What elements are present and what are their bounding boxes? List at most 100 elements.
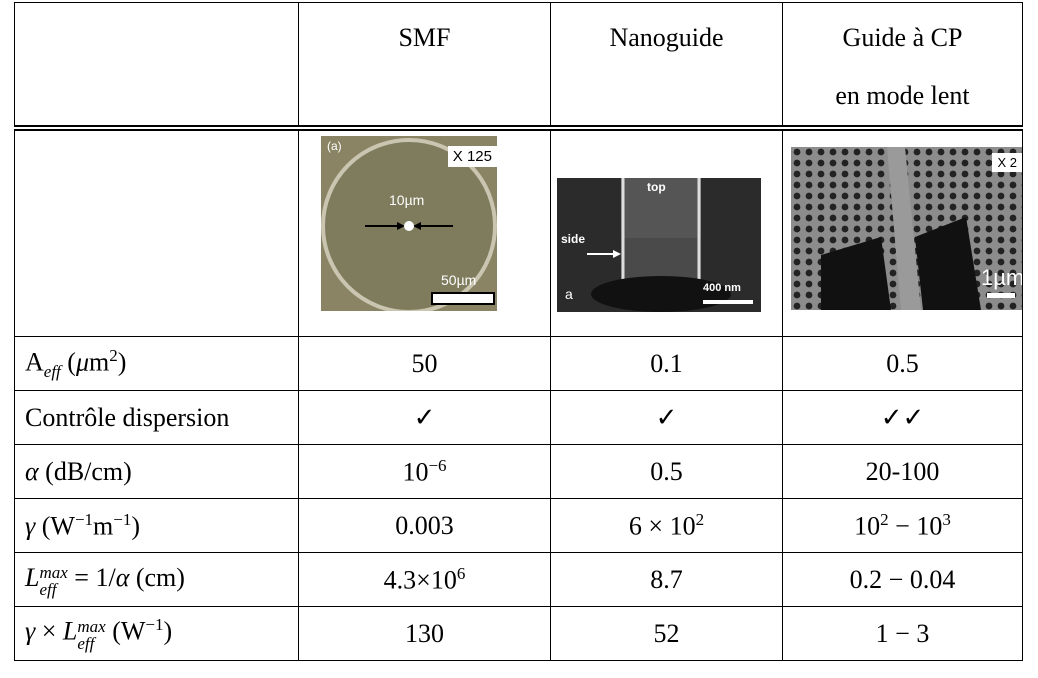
cell: 50 xyxy=(298,336,551,391)
text-run: L xyxy=(62,616,78,646)
superscript: 2 xyxy=(695,509,705,529)
superscript: 2 xyxy=(109,345,118,365)
text-run: 10 xyxy=(854,511,881,541)
scale-bar xyxy=(431,292,495,305)
superscript: −6 xyxy=(428,455,447,475)
cell: 6 × 102 xyxy=(550,498,783,553)
text-run: 0.2 − 0.04 xyxy=(849,564,956,594)
data-row: α (dB/cm) 10−6 0.5 20-100 xyxy=(14,444,1023,499)
header-cell xyxy=(14,2,299,131)
row-label: α (dB/cm) xyxy=(14,444,299,499)
text-run: ✓ xyxy=(413,402,436,432)
image-label: 50µm xyxy=(441,272,477,288)
text-run: m xyxy=(93,511,114,541)
superscript: −1 xyxy=(113,509,132,529)
data-row: γ (W−1m−1) 0.003 6 × 102 102 − 103 xyxy=(14,498,1023,553)
cell: 52 xyxy=(550,606,783,661)
text-run: = 1/ xyxy=(67,562,116,592)
text-run: 0.1 xyxy=(650,348,683,378)
subscript: eff xyxy=(77,633,95,653)
text-run: 0.003 xyxy=(395,510,454,540)
text-run: α xyxy=(25,456,39,486)
subscript: eff xyxy=(39,579,57,599)
text-run: μ xyxy=(75,347,90,377)
cell: ✓ xyxy=(550,390,783,445)
superscript: 6 xyxy=(456,563,466,583)
data-row: Contrôle dispersion ✓ ✓ ✓✓ xyxy=(14,390,1023,445)
text-run: − 10 xyxy=(888,511,943,541)
image-label: X 2 xyxy=(992,153,1022,172)
text-run: L xyxy=(25,562,40,592)
image-label: side xyxy=(561,232,586,246)
superscript: 2 xyxy=(880,509,889,529)
text-run: 130 xyxy=(405,618,444,648)
text-run: γ xyxy=(25,616,36,646)
image-label: a xyxy=(565,286,573,302)
image-label: 10µm xyxy=(389,192,425,208)
photonic-crystal-drawing xyxy=(791,147,1022,310)
text-run: (W xyxy=(105,616,146,646)
header-text: en mode lent xyxy=(835,81,970,110)
text-run: A xyxy=(25,347,44,377)
text-run: ) xyxy=(163,616,173,646)
cell: 0.003 xyxy=(298,498,551,553)
header-text: Guide à CP xyxy=(842,23,963,52)
cell: 130 xyxy=(298,606,551,661)
header-text: Nanoguide xyxy=(609,23,724,52)
cell: (a) X 125 10µm 50µm xyxy=(298,127,551,337)
cell: 1 − 3 xyxy=(782,606,1023,661)
superscript: −1 xyxy=(145,615,164,635)
text-run: (W xyxy=(35,511,75,541)
superscript: max xyxy=(77,616,106,636)
text-run: Contrôle dispersion xyxy=(25,402,230,432)
superscript: max xyxy=(39,562,68,582)
text-run: 1 − 3 xyxy=(875,618,930,648)
cell xyxy=(14,127,299,337)
cell: 4.3×106 xyxy=(298,552,551,607)
text-run: 0.5 xyxy=(886,348,919,378)
cell: ✓ xyxy=(298,390,551,445)
text-run: 20-100 xyxy=(865,456,940,486)
cell: 10−6 xyxy=(298,444,551,499)
row-label: Aeff (μm2) xyxy=(14,336,299,391)
text-run: ) xyxy=(131,511,141,541)
cell: 8.7 xyxy=(550,552,783,607)
text-run: 8.7 xyxy=(650,564,683,594)
text-run: 10 xyxy=(402,457,429,487)
text-run: 0.5 xyxy=(650,456,683,486)
cell: X 2 1µm xyxy=(782,127,1023,337)
cell: 20-100 xyxy=(782,444,1023,499)
nanoguide-image: top side a 400 nm xyxy=(557,178,761,312)
row-label: γ (W−1m−1) xyxy=(14,498,299,553)
header-text: SMF xyxy=(398,23,451,52)
text-run: 6 × 10 xyxy=(628,511,696,541)
cell: 0.5 xyxy=(550,444,783,499)
image-label: X 125 xyxy=(447,146,497,167)
text-run: ✓✓ xyxy=(880,402,925,432)
image-label: 400 nm xyxy=(703,282,741,294)
data-row: Aeff (μm2) 50 0.1 0.5 xyxy=(14,336,1023,391)
subscript: eff xyxy=(43,361,61,381)
text-run: (dB/cm) xyxy=(38,456,132,486)
superscript: 3 xyxy=(942,509,951,529)
header-row: SMF Nanoguide Guide à CP en mode lent xyxy=(14,2,1023,131)
text-run: × xyxy=(35,616,63,646)
photonic-crystal-image: X 2 1µm xyxy=(791,147,1022,310)
smf-image: (a) X 125 10µm 50µm xyxy=(321,136,497,311)
text-run: 50 xyxy=(411,348,438,378)
image-row: (a) X 125 10µm 50µm top side xyxy=(14,127,1023,337)
smf-drawing xyxy=(321,138,497,311)
text-run: ( xyxy=(60,347,76,377)
nanoguide-drawing xyxy=(587,178,753,312)
superscript: −1 xyxy=(74,509,94,529)
cell: 0.2 − 0.04 xyxy=(782,552,1023,607)
cell: ✓✓ xyxy=(782,390,1023,445)
image-label: 1µm xyxy=(981,265,1022,290)
cell: 102 − 103 xyxy=(782,498,1023,553)
text-run: ) xyxy=(117,347,127,377)
